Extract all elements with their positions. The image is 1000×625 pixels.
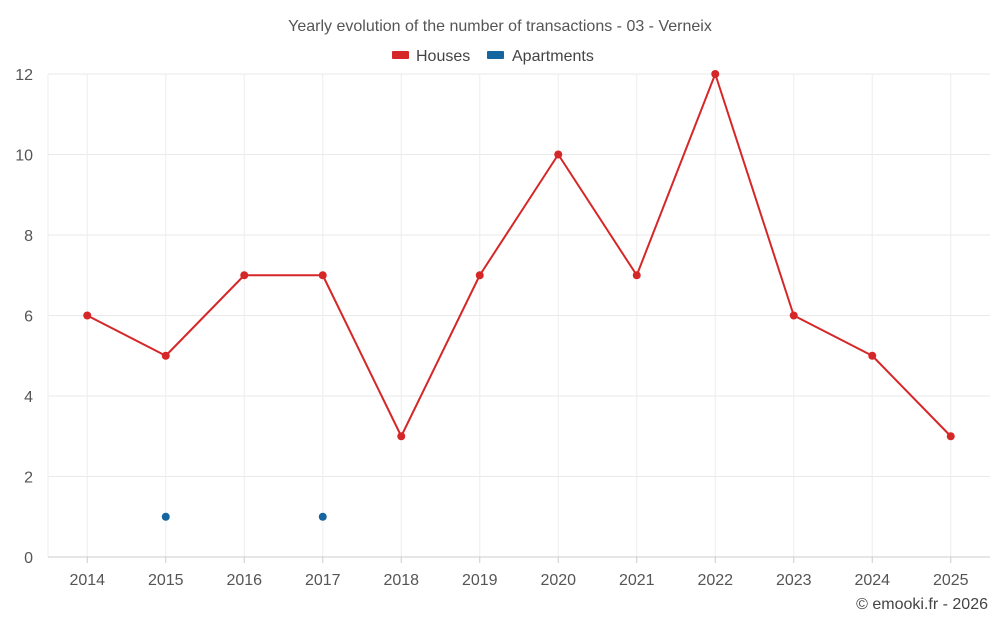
series <box>83 70 955 521</box>
x-tick-label: 2015 <box>148 572 184 589</box>
data-point-apartments[interactable] <box>318 512 327 521</box>
legend-swatch-apartments <box>487 51 504 59</box>
x-tick-label: 2019 <box>462 572 498 589</box>
data-point-houses[interactable] <box>711 70 720 78</box>
x-axis: 2014 2015 2016 2017 2018 2019 2020 2021 2022 2023… <box>48 556 990 589</box>
x-tick-label: 2016 <box>226 572 262 589</box>
y-tick-label: 6 <box>24 309 33 326</box>
x-tick-label: 2017 <box>305 572 341 589</box>
data-point-houses[interactable] <box>475 271 484 280</box>
legend-label-houses: Houses <box>416 48 470 65</box>
data-point-houses[interactable] <box>632 271 641 280</box>
data-point-houses[interactable] <box>318 271 327 280</box>
series-line-houses <box>86 73 952 438</box>
legend-item-apartments[interactable]: Apartments <box>487 48 594 65</box>
series-houses <box>83 70 955 441</box>
x-tick-label: 2022 <box>697 572 733 589</box>
chart-title: Yearly evolution of the number of transa… <box>288 18 712 35</box>
x-tick-label: 2025 <box>933 572 969 589</box>
x-tick-label: 2023 <box>776 572 812 589</box>
data-point-apartments[interactable] <box>161 512 170 521</box>
data-point-houses[interactable] <box>789 311 798 320</box>
grid <box>47 73 990 557</box>
data-point-houses[interactable] <box>946 432 955 441</box>
data-point-houses[interactable] <box>240 271 249 280</box>
legend-label-apartments: Apartments <box>512 48 594 65</box>
data-point-houses[interactable] <box>161 351 170 360</box>
data-point-houses[interactable] <box>554 150 563 159</box>
series-apartments <box>161 512 327 521</box>
y-tick-label: 12 <box>15 67 33 84</box>
x-tick-label: 2018 <box>383 572 419 589</box>
y-tick-label: 4 <box>24 389 33 406</box>
legend-item-houses[interactable]: Houses <box>392 48 470 65</box>
x-tick-label: 2014 <box>69 572 105 589</box>
y-tick-label: 2 <box>24 470 33 487</box>
y-tick-label: 8 <box>24 228 33 245</box>
legend: Houses Apartments <box>392 48 594 65</box>
x-tick-label: 2020 <box>540 572 576 589</box>
data-point-houses[interactable] <box>83 311 92 320</box>
data-point-houses[interactable] <box>397 432 406 441</box>
x-tick-label: 2024 <box>854 572 890 589</box>
y-axis: 0 2 4 6 8 10 12 <box>15 67 33 567</box>
credit: © emooki.fr - 2026 <box>856 596 988 613</box>
legend-swatch-houses <box>392 51 409 59</box>
y-tick-label: 0 <box>24 550 33 567</box>
data-point-houses[interactable] <box>868 351 877 360</box>
y-tick-label: 10 <box>15 148 33 165</box>
x-tick-label: 2021 <box>619 572 655 589</box>
